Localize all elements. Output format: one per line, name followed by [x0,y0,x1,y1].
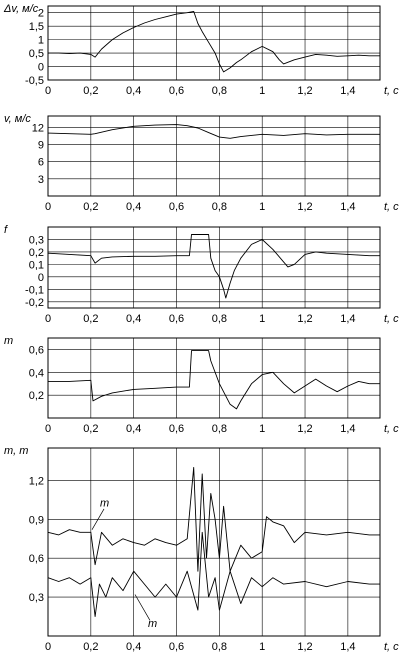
series-annotation: m [100,497,109,509]
x-tick-label: 0,2 [83,423,98,435]
y-tick-label: 1 [38,35,44,47]
y-tick-label: 0,5 [29,48,44,60]
y-tick-label: 9 [38,140,44,152]
x-tick-label: 0 [45,85,51,97]
x-tick-label: 0,4 [126,641,141,653]
x-tick-label: 0,2 [83,313,98,325]
plot-frame [47,115,381,197]
y-tick-label: 3 [38,174,44,186]
x-tick-label: 1,2 [297,201,312,213]
panel-4: 0 0,2 0,4 0,6 0,8 1 1,2 1,4 0,2 0,4 0,6 m t, с [4,335,399,435]
y-tick-label: 0,3 [29,234,44,246]
y-tick-label: 0,6 [29,553,44,565]
panel-2: 0 0,2 0,4 0,6 0,8 1 1,2 1,4 3 6 9 12v, м/с t, с [4,113,399,213]
y-tick-label: 0 [38,272,44,284]
x-tick-label: 0,8 [212,641,227,653]
y-tick-label: -0,5 [25,75,44,87]
y-tick-label: 0,1 [29,259,44,271]
y-axis-label: m, m [4,445,28,457]
x-axis-label: t, с [384,201,399,213]
plot-frame [47,5,381,81]
plot-frame [47,337,381,419]
y-axis-label: m [4,335,13,347]
x-tick-label: 1,2 [297,313,312,325]
y-tick-label: 0,3 [29,592,44,604]
series-line-1 [47,466,380,572]
y-tick-label: 0,6 [29,344,44,356]
x-axis-label: t, с [384,85,399,97]
series-line-1 [48,10,380,73]
x-tick-label: 0,6 [169,641,184,653]
x-tick-label: 0,4 [126,201,141,213]
panel-5: 0 0,2 0,4 0,6 0,8 1 1,2 1,4 0,3 0,6 0,9 1,2 m, m t, с… [4,445,399,653]
y-tick-label: -0,2 [25,297,44,309]
y-tick-label: 0,2 [29,247,44,259]
x-tick-label: 1,4 [340,423,355,435]
x-tick-label: 1 [259,85,265,97]
x-tick-label: 1,2 [297,423,312,435]
x-axis-label: t, с [384,423,399,435]
x-tick-label: 1,4 [340,85,355,97]
series-line-1 [47,124,380,139]
series-line-1 [47,234,380,299]
y-tick-label: 1,5 [29,21,44,33]
x-tick-label: 1 [259,201,265,213]
y-tick-label: 0,9 [29,514,44,526]
y-tick-label: 12 [32,122,44,134]
x-tick-label: 0 [45,423,51,435]
y-axis-label: v, м/с [4,113,31,125]
plot-frame [47,226,381,309]
x-tick-label: 1 [259,641,265,653]
x-tick-label: 1,2 [297,85,312,97]
y-tick-label: 0 [38,62,44,74]
x-axis-label: t, с [384,313,399,325]
y-axis-label: f [4,224,8,236]
x-tick-label: 1,2 [297,641,312,653]
x-tick-label: 0,4 [126,85,141,97]
x-tick-label: 0,8 [212,85,227,97]
y-axis-label: Δv, м/с [3,3,39,15]
y-tick-label: 0,2 [29,390,44,402]
y-tick-label: 0,4 [29,367,44,379]
x-tick-label: 0,6 [169,85,184,97]
annotation-leader [91,508,105,530]
x-tick-label: 1 [259,313,265,325]
x-tick-label: 1,4 [340,641,355,653]
x-axis-label: t, с [384,641,399,653]
x-tick-label: 0,2 [83,201,98,213]
x-tick-label: 0 [45,641,51,653]
series-annotation: m [148,618,157,630]
x-tick-label: 0 [45,201,51,213]
x-tick-label: 0,6 [169,423,184,435]
x-tick-label: 1 [259,423,265,435]
x-tick-label: 0,6 [169,313,184,325]
x-tick-label: 0,8 [212,423,227,435]
y-tick-label: -0,1 [25,284,44,296]
x-tick-label: 0,2 [83,641,98,653]
series-line-1 [48,350,380,410]
x-tick-label: 0,2 [83,85,98,97]
x-tick-label: 0,8 [212,201,227,213]
x-tick-label: 0,4 [126,423,141,435]
x-tick-label: 0,6 [169,201,184,213]
panel-3: 0 0,2 0,4 0,6 0,8 1 1,2 1,4-0,2-0,100,10,20,3ft… [4,224,399,325]
x-tick-label: 0,8 [212,313,227,325]
x-tick-label: 0 [45,313,51,325]
x-tick-label: 0,4 [126,313,141,325]
y-tick-label: 2 [38,8,44,20]
annotation-leader [134,594,151,621]
y-tick-label: 1,2 [29,475,44,487]
x-tick-label: 1,4 [340,201,355,213]
y-tick-label: 6 [38,157,44,169]
series-line-2 [47,531,380,618]
x-tick-label: 1,4 [340,313,355,325]
plot-frame [47,447,381,637]
